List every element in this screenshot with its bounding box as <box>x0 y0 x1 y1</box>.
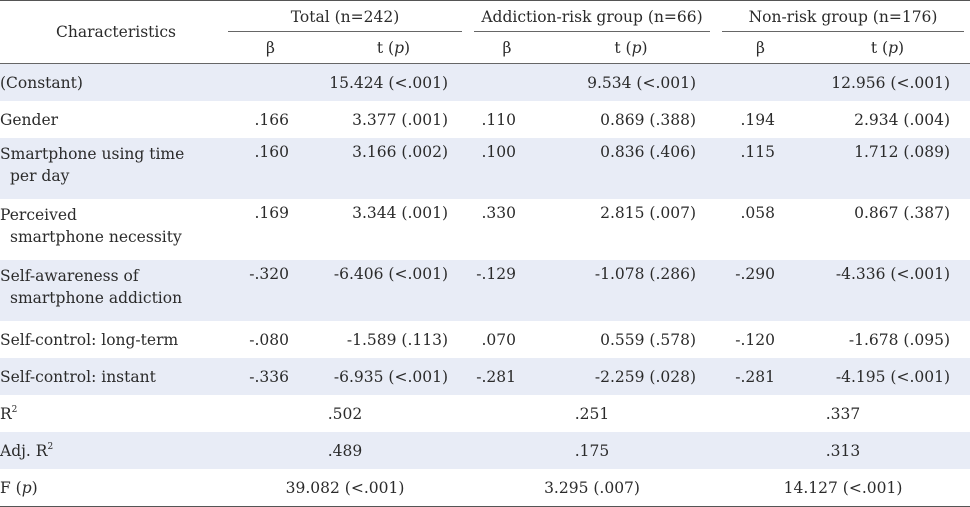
table-row: Gender .166 3.377 (.001) .110 0.869 (.38… <box>0 101 970 138</box>
t-value: 2.815 (.007) <box>600 204 697 222</box>
beta-value: -.120 <box>735 330 776 349</box>
beta-value: -.281 <box>468 358 547 395</box>
beta-value <box>716 63 806 101</box>
beta-value: .110 <box>481 110 517 129</box>
row-label: R2 <box>0 404 18 423</box>
t-value: -1.589 (.113) <box>346 330 449 349</box>
table-row: Self-control: instant -.336 -6.935 (<.00… <box>0 358 970 395</box>
group-header-addiction-risk: Addiction-risk group (n=66) <box>468 0 717 32</box>
beta-value: -.080 <box>249 330 289 349</box>
t-value: -6.406 (<.001) <box>319 260 469 321</box>
t-p-header: t (p) <box>805 32 970 64</box>
row-label: Self-control: long-term <box>0 330 179 349</box>
beta-value: -.320 <box>222 260 319 321</box>
t-value: -4.195 (<.001) <box>805 358 970 395</box>
t-value: -1.678 (.095) <box>848 330 951 349</box>
t-value: -6.935 (<.001) <box>319 358 469 395</box>
table-row: Self-awareness of smartphone addiction -.… <box>0 260 970 321</box>
summary-row-r2: R2 .502 .251 .337 <box>0 395 970 432</box>
t-value: 2.934 (.004) <box>854 110 951 129</box>
beta-value: .194 <box>740 110 776 129</box>
row-label: Smartphone using time per day <box>0 138 222 199</box>
t-value: 0.867 (.387) <box>854 204 951 222</box>
table-row: Smartphone using time per day .160 3.166 … <box>0 138 970 199</box>
t-p-header: t (p) <box>319 32 469 64</box>
f-value: 39.082 (<.001) <box>222 469 469 507</box>
t-value: 3.344 (.001) <box>352 204 449 222</box>
r2-value: .502 <box>327 404 363 423</box>
beta-value: -.290 <box>716 260 806 321</box>
beta-value: .070 <box>481 330 517 349</box>
beta-value: .330 <box>481 204 517 222</box>
beta-value: -.336 <box>222 358 319 395</box>
beta-value <box>468 63 547 101</box>
t-value: -1.078 (.286) <box>546 260 717 321</box>
t-value: 0.559 (.578) <box>600 330 697 349</box>
beta-header: β <box>716 32 806 64</box>
t-value: 0.869 (.388) <box>600 110 697 129</box>
t-value: 12.956 (<.001) <box>805 63 970 101</box>
adj-r2-value: .489 <box>222 432 469 469</box>
group-header-non-risk: Non-risk group (n=176) <box>716 0 970 32</box>
row-label: F (p) <box>0 469 222 507</box>
summary-row-f: F (p) 39.082 (<.001) 3.295 (.007) 14.127… <box>0 469 970 507</box>
group-header-total: Total (n=242) <box>222 0 469 32</box>
t-value: 15.424 (<.001) <box>319 63 469 101</box>
t-value: 9.534 (<.001) <box>546 63 717 101</box>
row-label: Perceived smartphone necessity <box>0 206 182 246</box>
r2-value: .337 <box>825 404 861 423</box>
t-value: 3.166 (.002) <box>319 138 469 199</box>
beta-value: -.281 <box>716 358 806 395</box>
beta-value: .169 <box>254 204 289 222</box>
beta-value: .100 <box>468 138 547 199</box>
summary-row-adj-r2: Adj. R2 .489 .175 .313 <box>0 432 970 469</box>
f-value: 3.295 (.007) <box>468 469 717 507</box>
beta-header: β <box>468 32 547 64</box>
beta-value: -.129 <box>468 260 547 321</box>
adj-r2-value: .313 <box>716 432 970 469</box>
adj-r2-value: .175 <box>468 432 717 469</box>
f-value: 14.127 (<.001) <box>716 469 970 507</box>
beta-value: .058 <box>740 204 776 222</box>
beta-value: .160 <box>222 138 319 199</box>
beta-header: β <box>222 32 319 64</box>
r2-value: .251 <box>574 404 610 423</box>
table-row: Self-control: long-term -.080 -1.589 (.1… <box>0 321 970 358</box>
t-value: -4.336 (<.001) <box>805 260 970 321</box>
row-label: Self-control: instant <box>0 358 222 395</box>
row-label: Gender <box>0 110 59 129</box>
t-value: 0.836 (.406) <box>546 138 717 199</box>
row-label: (Constant) <box>0 63 222 101</box>
t-value: 3.377 (.001) <box>352 110 449 129</box>
beta-value: .115 <box>716 138 806 199</box>
t-value: -2.259 (.028) <box>546 358 717 395</box>
beta-value: .166 <box>254 110 289 129</box>
row-label: Adj. R2 <box>0 432 222 469</box>
t-value: 1.712 (.089) <box>805 138 970 199</box>
table-row: Perceived smartphone necessity .169 3.344… <box>0 199 970 260</box>
beta-value <box>222 63 319 101</box>
t-p-header: t (p) <box>546 32 717 64</box>
row-label: Self-awareness of smartphone addiction <box>0 260 222 321</box>
characteristics-header: Characteristics <box>0 0 222 64</box>
table-row: (Constant) 15.424 (<.001) 9.534 (<.001) … <box>0 63 970 101</box>
